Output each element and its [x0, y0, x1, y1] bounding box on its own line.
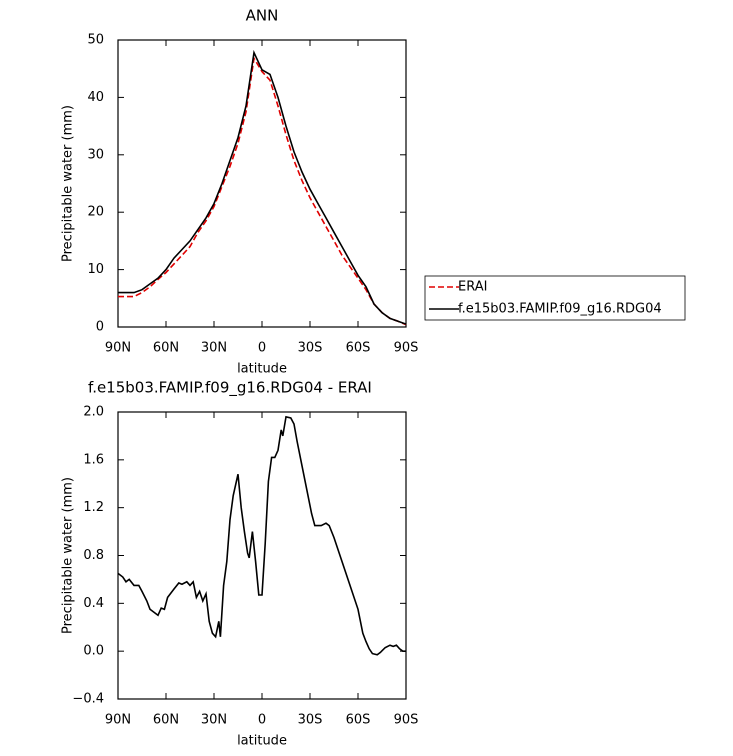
- plot-frame: [117, 411, 407, 700]
- x-tick-label: 90S: [394, 713, 419, 728]
- data-line: [117, 415, 406, 656]
- x-tick-label: 90N: [105, 341, 131, 356]
- x-axis-label: latitude: [237, 734, 287, 749]
- y-tick-label: 1.2: [83, 500, 104, 515]
- x-tick-label: 30S: [298, 713, 323, 728]
- x-tick-label: 60N: [153, 713, 179, 728]
- y-tick-label: 20: [87, 205, 104, 220]
- y-axis-label: Precipitable water (mm): [61, 477, 76, 634]
- legend-box: [424, 275, 686, 321]
- y-tick-label: −0.4: [72, 692, 104, 707]
- legend-label: ERAI: [458, 280, 487, 295]
- data-line: [118, 49, 407, 325]
- x-tick-label: 90N: [105, 713, 131, 728]
- data-line: [118, 56, 407, 326]
- y-tick-label: 0: [96, 320, 104, 335]
- x-tick-label: 30S: [298, 341, 323, 356]
- chart-title: f.e15b03.FAMIP.f09_g16.RDG04 - ERAI: [88, 379, 372, 398]
- x-tick-label: 60S: [346, 341, 371, 356]
- y-tick-label: 40: [87, 90, 104, 105]
- x-tick-label: 60N: [153, 341, 179, 356]
- x-tick-label: 60S: [346, 713, 371, 728]
- y-tick-label: 0.0: [83, 644, 104, 659]
- y-tick-label: 1.6: [83, 452, 104, 467]
- x-axis-label: latitude: [237, 362, 287, 377]
- y-tick-label: 30: [87, 147, 104, 162]
- y-axis-label: Precipitable water (mm): [61, 105, 76, 262]
- y-tick-label: 10: [87, 262, 104, 277]
- legend-label: f.e15b03.FAMIP.f09_g16.RDG04: [458, 302, 662, 317]
- x-tick-label: 90S: [394, 341, 419, 356]
- x-tick-label: 30N: [201, 713, 227, 728]
- x-tick-label: 0: [258, 713, 266, 728]
- y-tick-label: 0.4: [83, 596, 104, 611]
- x-tick-label: 0: [258, 341, 266, 356]
- y-tick-label: 0.8: [83, 548, 104, 563]
- y-tick-label: 2.0: [83, 405, 104, 420]
- y-tick-label: 50: [87, 33, 104, 48]
- chart-title: ANN: [246, 7, 279, 25]
- x-tick-label: 30N: [201, 341, 227, 356]
